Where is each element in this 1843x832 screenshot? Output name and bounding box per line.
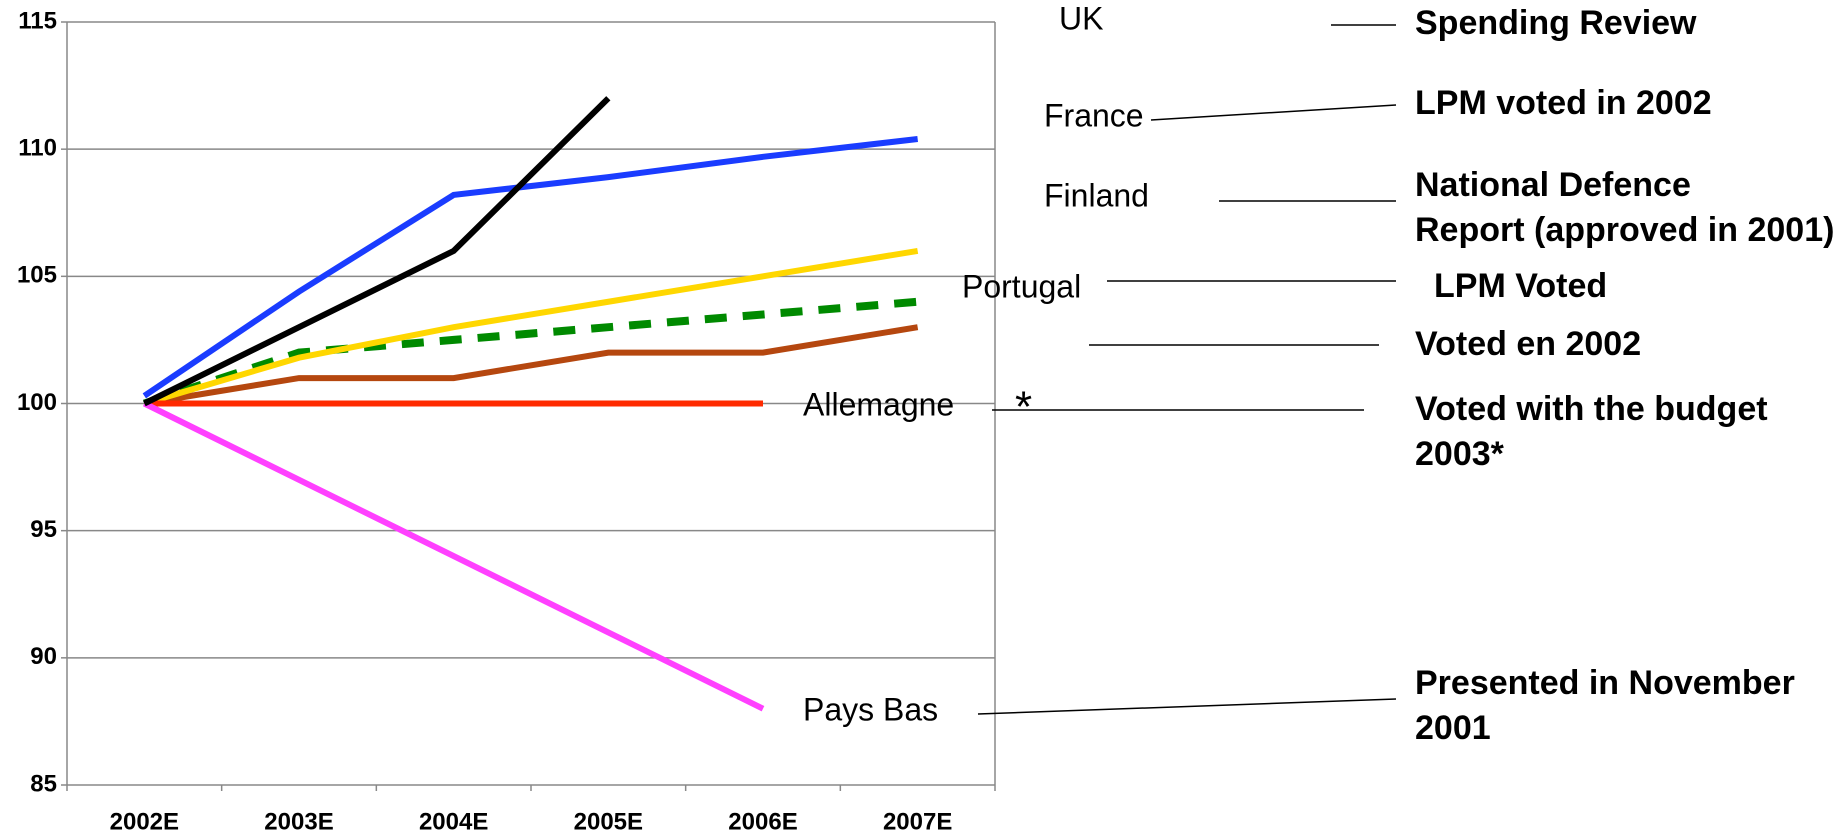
annotation: National Defence <box>1415 166 1691 204</box>
series-line <box>143 324 919 407</box>
series-line <box>143 400 765 712</box>
x-tick-label: 2005E <box>574 808 643 832</box>
series-name: Finland <box>1044 177 1149 213</box>
x-tick-label: 2002E <box>110 808 179 832</box>
series-name: France <box>1044 97 1144 133</box>
leader-line <box>977 698 1397 715</box>
x-tick-label: 2007E <box>883 808 952 832</box>
series-line <box>142 136 919 399</box>
series-marker: * <box>1015 383 1032 432</box>
annotation: LPM Voted <box>1434 267 1607 305</box>
annotation: 2001 <box>1415 709 1491 747</box>
annotation: Voted en 2002 <box>1415 325 1641 363</box>
y-tick-label: 105 <box>17 262 57 289</box>
annotation: Presented in November <box>1415 664 1795 702</box>
y-tick-label: 110 <box>18 135 57 162</box>
annotation: LPM voted in 2002 <box>1415 84 1712 122</box>
series-name: Allemagne <box>803 386 954 422</box>
series-line <box>143 96 611 407</box>
y-tick-label: 115 <box>18 7 57 34</box>
y-tick-label: 90 <box>30 643 57 670</box>
series-name: Pays Bas <box>803 691 938 727</box>
series-line <box>143 247 919 407</box>
annotation: 2003* <box>1415 435 1505 473</box>
x-tick-label: 2006E <box>728 808 797 832</box>
annotation: Voted with the budget <box>1415 390 1768 428</box>
annotation: Spending Review <box>1415 4 1697 42</box>
series-line <box>143 297 918 408</box>
series-name: Portugal <box>962 268 1081 304</box>
series-name: UK <box>1059 0 1103 36</box>
y-tick-label: 85 <box>30 770 57 797</box>
x-tick-label: 2003E <box>264 808 333 832</box>
y-tick-label: 95 <box>30 516 57 543</box>
x-tick-label: 2004E <box>419 808 488 832</box>
leader-line <box>1150 104 1397 121</box>
y-tick-label: 100 <box>17 389 57 416</box>
annotation: Report (approved in 2001) <box>1415 211 1834 249</box>
